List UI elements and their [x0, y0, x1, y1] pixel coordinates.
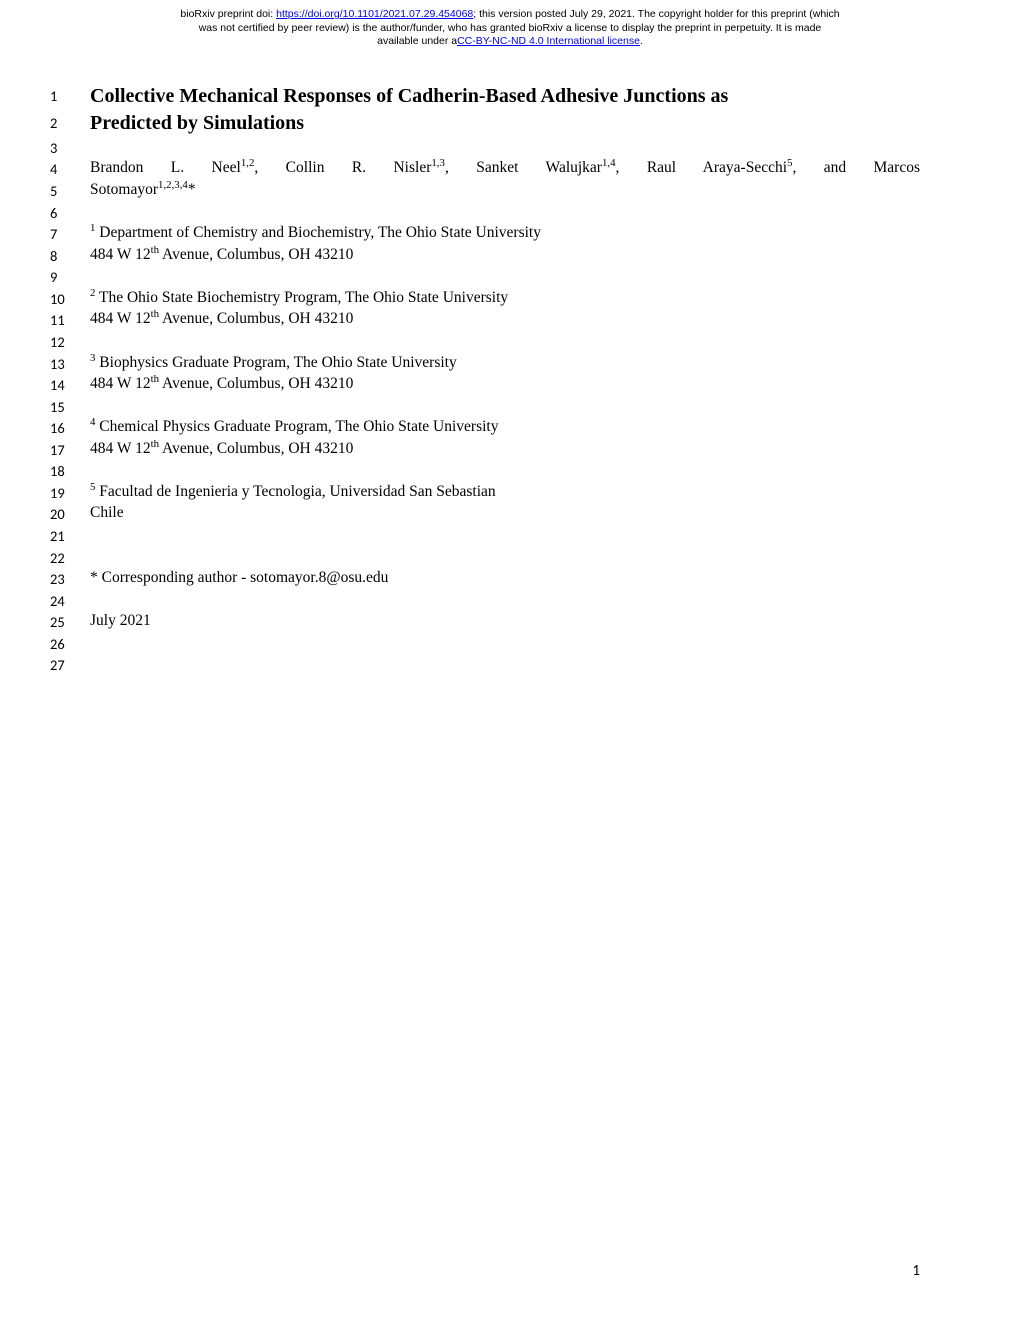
- author-sup: 1,3: [431, 157, 445, 169]
- line-number: 1: [50, 83, 90, 107]
- authors-text: Brandon L. Neel1,2, Collin R. Nisler1,3,…: [90, 158, 920, 179]
- author-name: Sotomayor: [90, 181, 158, 198]
- header-line3-prefix: available under a: [377, 35, 457, 47]
- line-number: 10: [50, 288, 90, 310]
- line-number: 26: [50, 633, 90, 655]
- line-number: 13: [50, 353, 90, 375]
- affiliation-1-line-1: 7 1 Department of Chemistry and Biochemi…: [50, 223, 920, 245]
- blank-line: 26: [50, 633, 920, 655]
- author-name: Brandon L. Neel: [90, 159, 241, 176]
- date-line: 25 July 2021: [50, 611, 920, 633]
- date-text: July 2021: [90, 611, 920, 632]
- title-line-1: 1 Collective Mechanical Responses of Cad…: [50, 83, 920, 110]
- line-number: 3: [50, 137, 90, 159]
- line-number: 22: [50, 547, 90, 569]
- line-number: 11: [50, 309, 90, 331]
- line-number: 7: [50, 223, 90, 245]
- line-number: 14: [50, 374, 90, 396]
- affiliation-name: The Ohio State Biochemistry Program, The…: [95, 289, 508, 306]
- line-number: 21: [50, 525, 90, 547]
- blank-line: 22: [50, 547, 920, 569]
- corresponding-author-line: 23 * Corresponding author - sotomayor.8@…: [50, 568, 920, 590]
- header-line1-suffix: ; this version posted July 29, 2021. The…: [473, 8, 839, 20]
- blank-line: 15: [50, 396, 920, 418]
- affiliation-address: 484 W 12th Avenue, Columbus, OH 43210: [90, 309, 920, 330]
- authors-line-1: 4 Brandon L. Neel1,2, Collin R. Nisler1,…: [50, 158, 920, 180]
- title-text-1: Collective Mechanical Responses of Cadhe…: [90, 83, 920, 110]
- preprint-header-notice: bioRxiv preprint doi: https://doi.org/10…: [0, 0, 1020, 53]
- line-number: 19: [50, 482, 90, 504]
- affiliation-name: Biophysics Graduate Program, The Ohio St…: [95, 354, 456, 371]
- line-number: 24: [50, 590, 90, 612]
- content-area: 1 Collective Mechanical Responses of Cad…: [0, 53, 1020, 676]
- line-number: 2: [50, 110, 90, 134]
- affiliation-2-line-2: 11 484 W 12th Avenue, Columbus, OH 43210: [50, 309, 920, 331]
- title-line-2: 2 Predicted by Simulations: [50, 110, 920, 137]
- blank-line: 18: [50, 460, 920, 482]
- line-number: 12: [50, 331, 90, 353]
- affiliation-text: 1 Department of Chemistry and Biochemist…: [90, 223, 920, 244]
- affiliation-name: Chemical Physics Graduate Program, The O…: [95, 418, 498, 435]
- affiliation-address: Chile: [90, 503, 920, 524]
- author-name: , Sanket Walujkar: [445, 159, 602, 176]
- blank-line: 9: [50, 266, 920, 288]
- affiliation-address: 484 W 12th Avenue, Columbus, OH 43210: [90, 374, 920, 395]
- line-number: 15: [50, 396, 90, 418]
- affiliation-4-line-1: 16 4 Chemical Physics Graduate Program, …: [50, 417, 920, 439]
- affiliation-text: 4 Chemical Physics Graduate Program, The…: [90, 417, 920, 438]
- header-line2: was not certified by peer review) is the…: [199, 22, 822, 34]
- line-number: 25: [50, 611, 90, 633]
- blank-line: 12: [50, 331, 920, 353]
- doi-link[interactable]: https://doi.org/10.1101/2021.07.29.45406…: [276, 8, 473, 20]
- affiliation-text: 2 The Ohio State Biochemistry Program, T…: [90, 288, 920, 309]
- blank-line: 6: [50, 202, 920, 224]
- authors-line-2: 5 Sotomayor1,2,3,4*: [50, 180, 920, 202]
- affiliation-address: 484 W 12th Avenue, Columbus, OH 43210: [90, 245, 920, 266]
- affiliation-3-line-2: 14 484 W 12th Avenue, Columbus, OH 43210: [50, 374, 920, 396]
- license-link[interactable]: CC-BY-NC-ND 4.0 International license: [457, 35, 640, 47]
- line-number: 8: [50, 245, 90, 267]
- header-line3-suffix: .: [640, 35, 643, 47]
- affiliation-name: Facultad de Ingenieria y Tecnologia, Uni…: [95, 483, 495, 500]
- affiliation-5-line-2: 20 Chile: [50, 503, 920, 525]
- corresponding-author-text: * Corresponding author - sotomayor.8@osu…: [90, 568, 920, 589]
- authors-text-2: Sotomayor1,2,3,4*: [90, 180, 920, 201]
- line-number: 16: [50, 417, 90, 439]
- affiliation-text: 3 Biophysics Graduate Program, The Ohio …: [90, 353, 920, 374]
- affiliation-3-line-1: 13 3 Biophysics Graduate Program, The Oh…: [50, 353, 920, 375]
- author-name: , Raul Araya-Secchi: [616, 159, 787, 176]
- title-text-2: Predicted by Simulations: [90, 110, 920, 137]
- author-name: , Collin R. Nisler: [254, 159, 431, 176]
- affiliation-2-line-1: 10 2 The Ohio State Biochemistry Program…: [50, 288, 920, 310]
- line-number: 27: [50, 654, 90, 676]
- blank-line: 27: [50, 654, 920, 676]
- blank-line: 3: [50, 137, 920, 159]
- affiliation-1-line-2: 8 484 W 12th Avenue, Columbus, OH 43210: [50, 245, 920, 267]
- line-number: 4: [50, 158, 90, 180]
- affiliation-address: 484 W 12th Avenue, Columbus, OH 43210: [90, 439, 920, 460]
- page: bioRxiv preprint doi: https://doi.org/10…: [0, 0, 1020, 1320]
- author-asterisk: *: [188, 181, 196, 198]
- author-sup: 1,2,3,4: [158, 179, 188, 191]
- author-sup: 1,4: [602, 157, 616, 169]
- blank-line: 21: [50, 525, 920, 547]
- author-sup: 1,2: [241, 157, 255, 169]
- line-number: 18: [50, 460, 90, 482]
- author-name: , and Marcos: [792, 159, 920, 176]
- line-number: 9: [50, 266, 90, 288]
- line-number: 17: [50, 439, 90, 461]
- blank-line: 24: [50, 590, 920, 612]
- line-number: 23: [50, 568, 90, 590]
- affiliation-name: Department of Chemistry and Biochemistry…: [95, 224, 541, 241]
- affiliation-5-line-1: 19 5 Facultad de Ingenieria y Tecnologia…: [50, 482, 920, 504]
- page-number: 1: [912, 1262, 920, 1280]
- affiliation-4-line-2: 17 484 W 12th Avenue, Columbus, OH 43210: [50, 439, 920, 461]
- line-number: 6: [50, 202, 90, 224]
- header-line1-prefix: bioRxiv preprint doi:: [180, 8, 276, 20]
- line-number: 20: [50, 503, 90, 525]
- affiliation-text: 5 Facultad de Ingenieria y Tecnologia, U…: [90, 482, 920, 503]
- line-number: 5: [50, 180, 90, 202]
